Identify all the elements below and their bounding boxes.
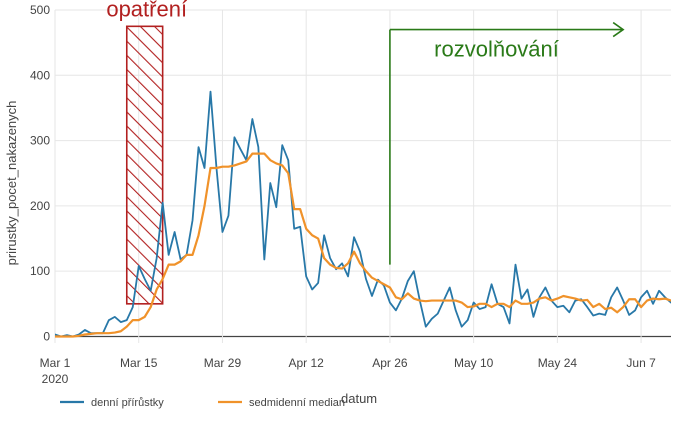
- x-tick-label: Jun 7: [626, 356, 656, 370]
- x-tick-label: Mar 15: [120, 356, 158, 370]
- opatreni-hatched-region: [125, 25, 164, 305]
- y-tick-label: 400: [30, 68, 50, 82]
- y-tick-label: 200: [30, 199, 50, 213]
- y-tick-label: 0: [43, 329, 50, 343]
- opatreni-label: opatření: [106, 0, 187, 21]
- y-tick-label: 100: [30, 264, 50, 278]
- y-tick-label: 300: [30, 134, 50, 148]
- y-axis-title: prirustky_pocet_nakazenych: [4, 101, 19, 266]
- series-line-sedmidenni-median: [55, 152, 671, 338]
- legend-entry: denní přírůstky: [91, 397, 164, 409]
- x-tick-label: Mar 1: [40, 356, 71, 370]
- series-group: [55, 90, 671, 338]
- annotations: opatření rozvolňování: [106, 0, 625, 305]
- x-tick-label: May 10: [454, 356, 494, 370]
- x-tick-sublabel: 2020: [42, 372, 69, 386]
- y-axis: 0 100 200 300 400 500: [30, 3, 50, 343]
- rozvolnovani-arrow-head: [612, 21, 625, 38]
- legend-entry: sedmidenní median: [249, 397, 345, 409]
- x-tick-label: Mar 29: [204, 356, 242, 370]
- y-tick-label: 500: [30, 3, 50, 17]
- x-tick-label: Apr 26: [372, 356, 408, 370]
- rozvolnovani-label: rozvolňování: [434, 37, 559, 62]
- x-tick-label: Apr 12: [289, 356, 325, 370]
- x-axis: Mar 1 2020 Mar 15 Mar 29 Apr 12 Apr 26 May 10 M…: [40, 356, 656, 386]
- x-tick-label: May 24: [538, 356, 578, 370]
- legend: denní přírůstky sedmidenní median: [60, 397, 345, 409]
- x-axis-title: datum: [341, 391, 377, 406]
- series-line-denni-prirustky: [55, 90, 671, 338]
